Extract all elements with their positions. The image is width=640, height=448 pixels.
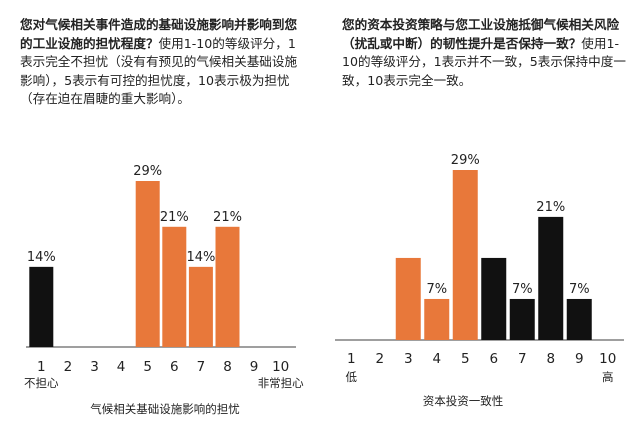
x-tick-label: 2 — [64, 359, 73, 375]
scale-low-label: 低 — [346, 370, 358, 384]
right-question-detail: 使用1-10的等级评分，1表示并不一致，5表示保持中度一致，10表示完全一致。 — [342, 35, 626, 88]
x-tick-label: 8 — [223, 359, 232, 375]
bar-value-label: 21% — [213, 210, 242, 225]
x-tick-label: 6 — [170, 359, 179, 375]
x-axis-title: 资本投资一致性 — [423, 394, 504, 408]
bar-value-label: 7% — [569, 282, 590, 297]
x-tick-label: 6 — [489, 351, 498, 367]
bar-1 — [29, 266, 54, 347]
x-tick-label: 5 — [143, 359, 152, 375]
bar-7 — [188, 266, 213, 347]
x-tick-label: 3 — [90, 359, 99, 375]
x-tick-label: 1 — [347, 351, 356, 367]
bar-8 — [538, 216, 564, 340]
right-question: 您的资本投资策略与您工业设施抵御气候相关风险（扰乱或中断）的韧性提升是否保持一致… — [342, 16, 634, 90]
scale-low-label: 不担心 — [24, 376, 59, 390]
bar-value-label: 21% — [160, 210, 189, 225]
x-axis-title: 气候相关基础设施影响的担忧 — [90, 402, 240, 416]
x-tick-label: 7 — [197, 359, 206, 375]
bar-value-label: 14% — [27, 250, 56, 265]
x-tick-label: 10 — [599, 351, 616, 367]
bar-5 — [135, 181, 160, 347]
scale-high-label: 非常担心 — [258, 376, 304, 390]
bar-6 — [481, 257, 507, 340]
x-tick-label: 9 — [250, 359, 259, 375]
left-question-detail: 使用1-10的等级评分，1表示完全不担忧（没有有预见的气候相关基础设施影响），5… — [20, 35, 298, 107]
x-tick-label: 4 — [432, 351, 441, 367]
left-question-bold: 您对气候相关事件造成的基础设施影响并影响到您的工业设施的担忧程度？ — [20, 17, 298, 51]
bar-9 — [566, 298, 592, 340]
x-tick-label: 5 — [461, 351, 470, 367]
right-question-bold: 您的资本投资策略与您工业设施抵御气候相关风险（扰乱或中断）的韧性提升是否保持一致… — [342, 17, 620, 51]
bar-8 — [215, 226, 240, 347]
bar-value-label: 29% — [451, 153, 480, 168]
bar-6 — [162, 226, 187, 347]
bar-value-label: 7% — [512, 282, 533, 297]
bar-value-label: 21% — [536, 200, 565, 215]
left-question: 您对气候相关事件造成的基础设施影响并影响到您的工业设施的担忧程度？使用1-10的… — [20, 16, 305, 109]
x-tick-label: 1 — [37, 359, 46, 375]
x-tick-label: 7 — [518, 351, 527, 367]
bar-value-label: 7% — [426, 282, 447, 297]
bar-5 — [452, 170, 478, 340]
bar-3 — [395, 257, 421, 340]
left-chart-panel: 您对气候相关事件造成的基础设施影响并影响到您的工业设施的担忧程度？使用1-10的… — [0, 0, 310, 448]
bar-value-label: 29% — [133, 164, 162, 179]
x-tick-label: 10 — [272, 359, 289, 375]
scale-high-label: 高 — [602, 370, 614, 384]
right-chart-panel: 您的资本投资策略与您工业设施抵御气候相关风险（扰乱或中断）的韧性提升是否保持一致… — [326, 0, 640, 448]
bar-4 — [424, 298, 450, 340]
x-tick-label: 9 — [575, 351, 584, 367]
x-tick-label: 8 — [546, 351, 555, 367]
x-tick-label: 4 — [117, 359, 126, 375]
x-tick-label: 3 — [404, 351, 413, 367]
x-tick-label: 2 — [375, 351, 384, 367]
bar-value-label: 14% — [186, 250, 215, 265]
bar-7 — [509, 298, 535, 340]
left-bar-chart: 14% 1 2 3 4 29% 5 21% 6 14% 7 21% 8 9 10 不担心 非常担心气候相关基础设… — [24, 164, 304, 416]
